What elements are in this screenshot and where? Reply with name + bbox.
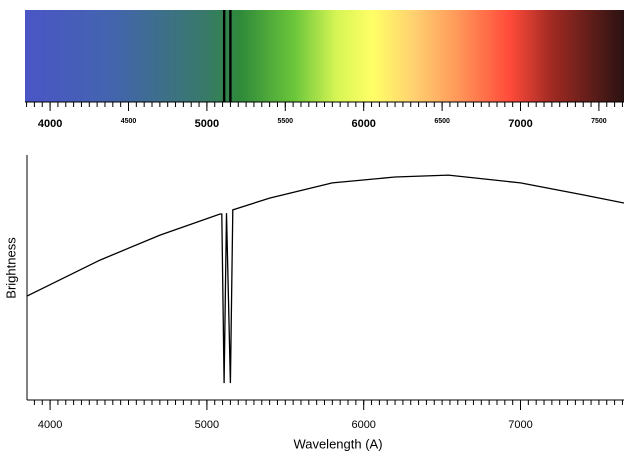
- spectrum-bar: [25, 10, 624, 102]
- absorption-line: [229, 10, 232, 102]
- absorption-line: [222, 10, 226, 102]
- x-tick-label: 4500: [121, 118, 137, 125]
- x-tick-label: 6000: [351, 419, 375, 431]
- x-tick-label: 7500: [591, 118, 607, 125]
- x-tick-label: 5000: [195, 118, 219, 130]
- y-axis-label: Brightness: [3, 237, 18, 299]
- x-axis-label: Wavelength (A): [293, 436, 382, 451]
- x-tick-label: 6500: [434, 118, 450, 125]
- x-tick-label: 4000: [38, 419, 62, 431]
- x-tick-label: 5000: [195, 419, 219, 431]
- x-tick-label: 5500: [278, 118, 294, 125]
- spectrum-line: [26, 174, 624, 384]
- x-tick-label: 7000: [508, 118, 532, 130]
- x-tick-label: 4000: [38, 118, 62, 130]
- x-tick-label: 6000: [351, 118, 375, 130]
- x-tick-label: 7000: [508, 419, 532, 431]
